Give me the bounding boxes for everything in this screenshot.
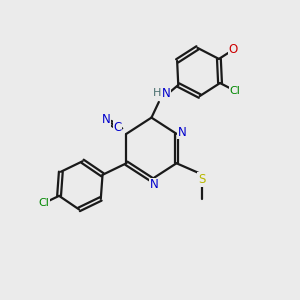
Text: N: N	[177, 126, 186, 139]
Text: H: H	[153, 88, 161, 98]
Text: Cl: Cl	[230, 86, 240, 96]
Text: N: N	[102, 113, 110, 126]
Text: N: N	[162, 87, 171, 100]
Text: N: N	[150, 178, 159, 191]
Text: Cl: Cl	[38, 198, 50, 208]
Text: S: S	[198, 173, 205, 186]
Text: O: O	[229, 43, 238, 56]
Text: C: C	[113, 121, 122, 134]
